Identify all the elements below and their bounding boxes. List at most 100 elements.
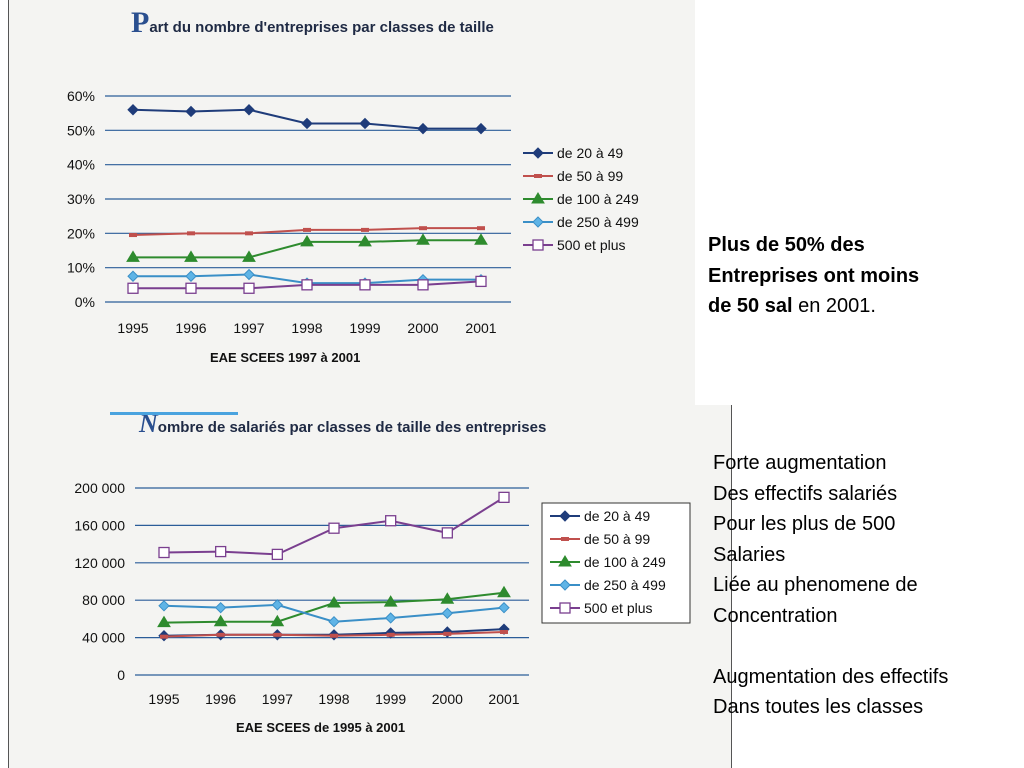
legend-label: 500 et plus [557, 237, 626, 253]
data-point [270, 614, 285, 627]
x-tick-label: 1998 [291, 320, 322, 336]
data-point [242, 250, 256, 262]
legend-marker [532, 216, 544, 228]
note-bottom: Forte augmentation Des effectifs salarié… [713, 448, 1021, 723]
x-tick-label: 1997 [262, 691, 293, 707]
data-point [358, 234, 372, 247]
y-tick-label: 20% [67, 225, 95, 241]
data-point [245, 231, 253, 236]
data-point [271, 599, 284, 611]
data-point [185, 105, 197, 118]
x-tick-label: 1999 [349, 320, 380, 336]
x-tick-label: 1995 [117, 320, 148, 336]
note-line: Forte augmentation [713, 452, 887, 474]
data-point [185, 270, 197, 282]
data-point [187, 231, 195, 236]
y-tick-label: 50% [67, 122, 95, 138]
data-point [416, 233, 430, 245]
data-point [441, 607, 454, 619]
data-point [417, 279, 429, 291]
data-point [303, 227, 311, 232]
data-point [383, 595, 398, 607]
y-tick-label: 200 000 [74, 480, 125, 496]
chart-source-top: EAE SCEES 1997 à 2001 [210, 350, 361, 365]
y-tick-label: 0 [117, 667, 125, 683]
data-point [271, 548, 283, 561]
note-line: Pour les plus de 500 [713, 513, 896, 535]
data-point [127, 282, 139, 294]
y-tick-label: 0% [75, 294, 95, 310]
data-point [301, 279, 313, 291]
data-point [419, 226, 427, 231]
data-point [328, 522, 340, 534]
note-line: Entreprises ont moins [708, 264, 920, 287]
chart-source-bottom: EAE SCEES de 1995 à 2001 [236, 720, 406, 735]
note-top: Plus de 50% des Entreprises ont moins de… [708, 230, 1008, 322]
x-tick-label: 1997 [233, 320, 264, 336]
data-point [273, 632, 282, 637]
legend-marker [558, 555, 572, 567]
note-gap [713, 631, 1021, 662]
data-point [127, 104, 139, 116]
data-point [498, 601, 510, 614]
x-tick-label: 1999 [375, 691, 406, 707]
chart-top-svg: 60% 50% 40% 30% 20% 10% 0% 1995 1996 1997 1998 1999… [67, 88, 639, 336]
legend-marker [532, 239, 544, 251]
data-point [158, 546, 170, 559]
y-tick-label: 40 000 [82, 630, 125, 646]
legend-label: de 250 à 499 [584, 577, 666, 593]
y-tick-label: 40% [67, 157, 95, 173]
data-point [475, 122, 487, 135]
x-tick-label: 2000 [432, 691, 463, 707]
data-point [157, 615, 171, 628]
data-point [215, 545, 227, 558]
data-point [384, 612, 397, 624]
chart-title-initial: N [139, 409, 158, 438]
x-tick-label: 1996 [205, 691, 236, 707]
data-point [500, 629, 508, 634]
data-point [126, 250, 140, 262]
chart-title-initial: P [131, 6, 150, 39]
chart-title-bottom: Nombre de salariés par classes de taille… [139, 409, 546, 439]
data-point [243, 268, 255, 281]
y-tick-label: 80 000 [82, 592, 125, 608]
note-line: Dans toutes les classes [713, 696, 924, 718]
chart-title-text: ombre de salariés par classes de taille … [157, 419, 547, 436]
data-point [359, 117, 371, 130]
x-tick-label: 2001 [465, 320, 496, 336]
note-emphasis: de 50 sal [708, 295, 793, 317]
legend-label: de 20 à 49 [557, 145, 623, 161]
data-point [385, 515, 397, 527]
data-point [243, 282, 255, 294]
legend-label: de 20 à 49 [584, 508, 650, 524]
note-line: Salaries [713, 543, 786, 566]
legend-marker [534, 174, 542, 178]
y-tick-label: 60% [67, 88, 95, 104]
data-point [497, 585, 511, 598]
data-point [301, 117, 313, 130]
data-point [477, 226, 485, 231]
chart-title-text: art du nombre d'entreprises par classes … [149, 19, 494, 36]
legend-marker [532, 147, 544, 159]
data-point [216, 632, 225, 637]
y-tick-label: 160 000 [74, 517, 125, 533]
data-point [127, 270, 139, 282]
data-point [243, 104, 255, 116]
x-tick-label: 2001 [488, 691, 519, 707]
title-accent-bar [110, 412, 238, 415]
note-line: Liée au phenomene de [713, 574, 918, 596]
data-point [327, 596, 341, 608]
data-point [474, 233, 488, 245]
legend-marker [559, 510, 571, 522]
data-point [417, 122, 429, 135]
y-tick-label: 10% [67, 260, 95, 276]
data-point [498, 491, 510, 503]
legend-label: de 100 à 249 [584, 554, 666, 570]
y-tick-label: 120 000 [74, 555, 125, 571]
legend-marker [559, 602, 571, 614]
legend-label: de 250 à 499 [557, 214, 639, 230]
legend-label: de 50 à 99 [584, 531, 650, 547]
legend-marker [559, 579, 571, 591]
data-point [443, 631, 452, 636]
legend-label: 500 et plus [584, 600, 653, 616]
